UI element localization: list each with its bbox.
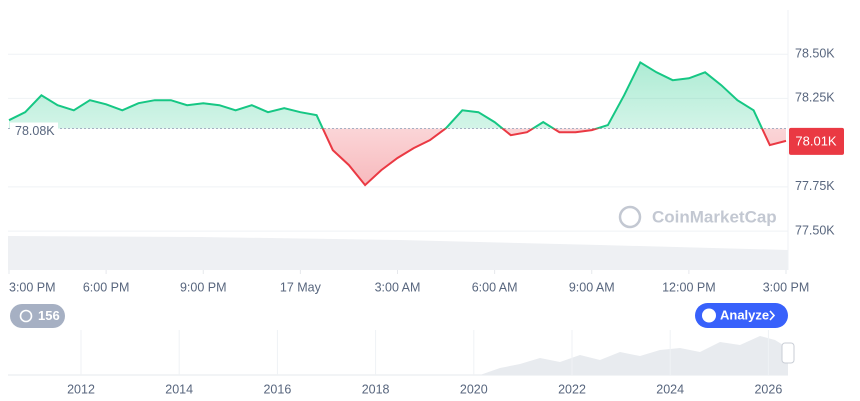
watermark: CoinMarketCap — [618, 205, 777, 229]
history-icon — [19, 309, 33, 323]
price-line-above — [8, 60, 764, 129]
area-below — [322, 128, 786, 186]
navigator-year: 2018 — [362, 382, 390, 396]
analyze-chevron — [769, 310, 776, 321]
x-tick-label: 6:00 AM — [472, 280, 518, 294]
x-tick-label: 3:00 AM — [375, 280, 421, 294]
history-count: 156 — [38, 308, 60, 323]
last-price-label: 78.01K — [795, 133, 837, 148]
y-tick-label: 78.25K — [795, 91, 835, 105]
x-tick-label: 12:00 PM — [662, 280, 716, 294]
reference-label: 78.08K — [15, 124, 55, 138]
price-line-below — [321, 128, 787, 187]
volume-area — [8, 236, 788, 270]
y-tick-label: 77.75K — [795, 179, 835, 193]
area-above — [9, 62, 786, 129]
history-button[interactable] — [10, 304, 65, 328]
analyze-label: Analyze — [720, 307, 769, 322]
analyze-icon — [702, 308, 716, 323]
x-tick-label: 6:00 PM — [83, 280, 130, 294]
last-price-bg — [789, 127, 844, 155]
y-tick-label: 77.50K — [795, 223, 835, 237]
reference-label-bg — [10, 122, 58, 139]
navigator-year: 2016 — [263, 382, 291, 396]
navigator-year: 2020 — [460, 382, 488, 396]
watermark-text: CoinMarketCap — [652, 207, 777, 226]
navigator-handle[interactable] — [781, 342, 795, 364]
navigator-year: 2014 — [165, 382, 193, 396]
navigator-area — [480, 336, 788, 375]
navigator-year: 2026 — [754, 382, 782, 396]
navigator-year: 2024 — [656, 382, 684, 396]
x-tick-label: 3:00 PM — [763, 280, 810, 294]
navigator-year: 2012 — [67, 382, 95, 396]
navigator-year: 2022 — [558, 382, 586, 396]
analyze-button[interactable] — [695, 303, 788, 328]
x-tick-label: 9:00 AM — [569, 280, 615, 294]
x-tick-label: 17 May — [280, 280, 322, 294]
x-tick-label: 9:00 PM — [180, 280, 227, 294]
y-tick-label: 78.50K — [795, 47, 835, 61]
x-tick-label: 3:00 PM — [9, 280, 56, 294]
